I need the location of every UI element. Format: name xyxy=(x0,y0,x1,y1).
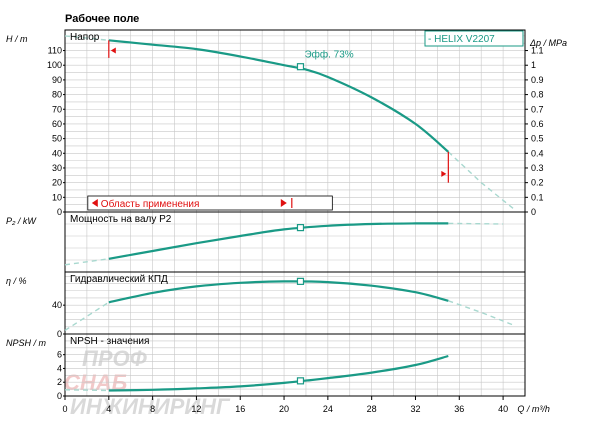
operating-point-marker xyxy=(296,277,305,285)
y2-tick-label: 0.2 xyxy=(531,178,544,188)
operating-point-marker xyxy=(296,377,305,385)
y2-tick-label: 0.3 xyxy=(531,163,544,173)
ghost-curve-segment xyxy=(64,35,109,41)
x-tick-label: 12 xyxy=(191,404,201,414)
panel-frame xyxy=(64,333,526,397)
y-tick-label: 40 xyxy=(52,148,62,158)
range-start-arrow xyxy=(110,47,116,54)
y-tick-label: 50 xyxy=(52,134,62,144)
y-tick-label: 30 xyxy=(52,163,62,173)
y2-tick-label: 0.5 xyxy=(531,134,544,144)
panel-frame xyxy=(64,29,526,213)
range-right-arrow xyxy=(280,199,287,207)
x-tick-label: 0 xyxy=(62,404,67,414)
watermark-text-3: ИНЖИНИРИНГ xyxy=(70,394,231,419)
y2-tick-label: 0.6 xyxy=(531,119,544,129)
x-tick-label: 16 xyxy=(235,404,245,414)
range-left-arrow xyxy=(91,199,98,207)
y2-tick-label: 0.8 xyxy=(531,90,544,100)
x-tick-label: 28 xyxy=(367,404,377,414)
panel-label: NPSH - значения xyxy=(70,336,149,347)
y-tick-label: 60 xyxy=(52,119,62,129)
y-axis-label: η / % xyxy=(6,276,27,286)
y-tick-label: 0 xyxy=(57,391,62,401)
x-tick-label: 8 xyxy=(150,404,155,414)
y2-tick-label: 0.4 xyxy=(531,148,544,158)
range-label: Область применения xyxy=(101,198,200,210)
legend-entry: - HELIX V2207 xyxy=(428,34,495,45)
x-tick-label: 24 xyxy=(323,404,333,414)
ghost-curve-segment xyxy=(64,258,109,266)
x-tick-label: 32 xyxy=(410,404,420,414)
x-axis-label: Q / m³/h xyxy=(517,404,550,414)
y2-tick-label: 0 xyxy=(531,207,536,217)
y-tick-label: 2 xyxy=(57,377,62,387)
y-axis-label: H / m xyxy=(6,34,28,44)
y-tick-label: 0 xyxy=(57,329,62,339)
y-axis-label: NPSH / m xyxy=(6,338,47,348)
y-axis-label: P₂ / kW xyxy=(6,216,37,226)
y-tick-label: 80 xyxy=(52,90,62,100)
ghost-curve-segment xyxy=(447,151,515,210)
y-tick-label: 20 xyxy=(52,178,62,188)
x-tick-label: 40 xyxy=(498,404,508,414)
series-line-power xyxy=(108,222,449,260)
y-tick-label: 0 xyxy=(57,207,62,217)
range-end-arrow xyxy=(441,170,447,177)
panel-label: Мощность на валу P2 xyxy=(70,214,172,225)
y2-tick-label: 1 xyxy=(531,60,536,70)
ghost-curve-segment xyxy=(64,389,109,392)
ghost-curve-segment xyxy=(448,300,515,326)
y-tick-label: 40 xyxy=(52,300,62,310)
y-tick-label: 110 xyxy=(48,46,62,56)
y2-tick-label: 0.7 xyxy=(531,104,544,114)
panel-label: Напор xyxy=(70,32,100,43)
y-tick-label: 10 xyxy=(52,192,62,202)
y2-axis-label: Δp / MPa xyxy=(529,38,567,48)
x-tick-label: 20 xyxy=(279,404,289,414)
y2-tick-label: 0.1 xyxy=(531,192,544,202)
y-tick-label: 70 xyxy=(52,104,62,114)
y2-tick-label: 0.9 xyxy=(531,75,544,85)
x-tick-label: 36 xyxy=(454,404,464,414)
y-tick-label: 4 xyxy=(57,363,62,373)
series-line-head xyxy=(108,39,450,153)
y-tick-label: 6 xyxy=(57,350,62,360)
series-line-efficiency xyxy=(108,280,449,304)
efficiency-annotation: Эфф. 73% xyxy=(304,49,353,61)
operating-point-marker xyxy=(296,224,305,232)
x-tick-label: 4 xyxy=(106,404,111,414)
range-box xyxy=(87,195,333,211)
watermark-text-1: ПРОФ xyxy=(82,346,148,371)
ghost-curve-segment xyxy=(448,222,504,225)
y-tick-label: 100 xyxy=(47,60,62,70)
legend-box xyxy=(424,30,524,47)
y-tick-label: 90 xyxy=(52,75,62,85)
panel-label: Гидравлический КПД xyxy=(70,274,168,285)
chart-title: Рабочее поле xyxy=(65,13,139,25)
y2-tick-label: 1.1 xyxy=(531,46,544,56)
series-line-npsh xyxy=(108,354,449,392)
operating-point-marker xyxy=(296,63,305,71)
